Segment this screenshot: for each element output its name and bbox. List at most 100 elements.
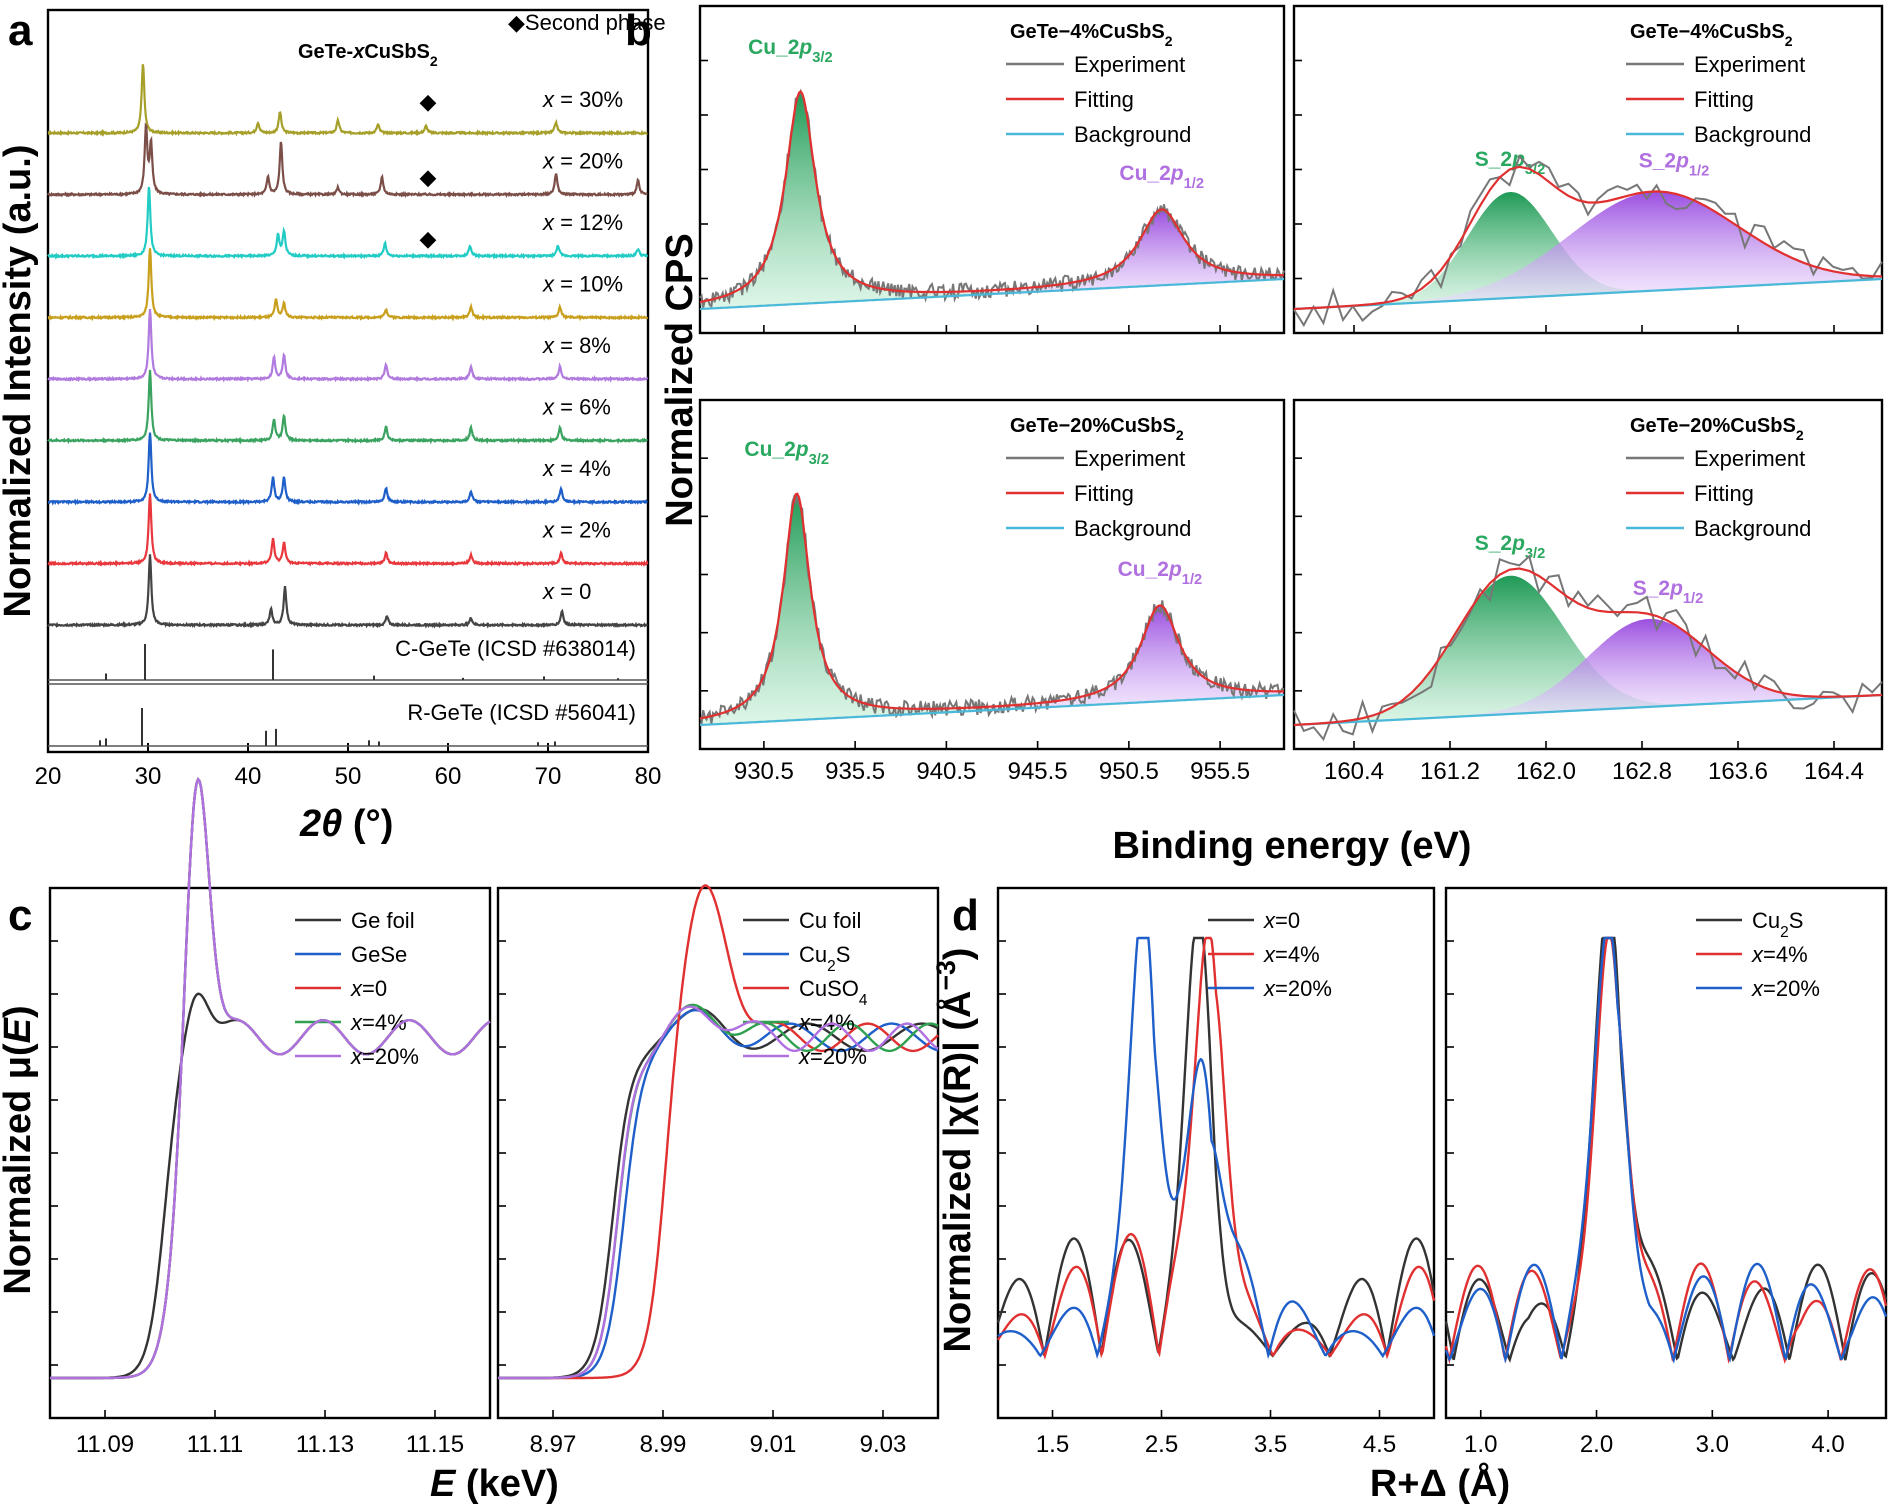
xtick-label-d: 3.5 [1254, 1431, 1287, 1458]
legend-label-d: x=4% [1751, 942, 1808, 967]
series-label-a: x = 10% [542, 272, 623, 297]
subplot-title-b: GeTe−20%CuSbS2 [1630, 415, 1804, 443]
xtick-label-d: 4.5 [1363, 1431, 1396, 1458]
xanes-line [498, 1005, 939, 1380]
subplot-b: 930.5 935.5 940.5 945.5 950.5 955.5 Cu_2p3/2 Cu… [698, 398, 1286, 785]
series-label-a: x = 0 [542, 579, 591, 604]
ylabel-d: Normalized |χ(R)| (Å−3) [931, 948, 979, 1353]
peak-label-b: S_2p3/2 [1475, 148, 1546, 178]
peak-label-b: Cu_2p3/2 [748, 36, 833, 66]
second-phase-marker: ◆ [420, 89, 437, 114]
panel-letter-a: a [8, 6, 33, 55]
xtick-label-b: 162.8 [1612, 758, 1672, 785]
second-phase-legend: ◆Second phase [508, 10, 666, 35]
xrd-series-line [47, 432, 648, 506]
xtick-label-d: 3.0 [1696, 1431, 1729, 1458]
legend-label-b: Fitting [1694, 481, 1754, 506]
xtick-label-b: 940.5 [916, 758, 976, 785]
xanes-line [498, 1003, 939, 1380]
background-line [699, 277, 1285, 311]
peak-fill-green [700, 494, 1284, 725]
ref-label-a: C-GeTe (ICSD #638014) [395, 636, 636, 661]
xrd-series-line [47, 64, 648, 137]
legend-label-b: Experiment [1694, 52, 1805, 77]
subplot-frame-c [496, 886, 940, 1420]
ylabel-b: Normalized CPS [659, 233, 701, 527]
fitting-line [1293, 567, 1883, 727]
subplot-b: 160.4 161.2 162.0 162.8 163.6 164.4 S_2p3/2 S_2… [1292, 398, 1884, 785]
xtick-label-d: 2.5 [1145, 1431, 1178, 1458]
xtick-label-c: 11.13 [296, 1431, 354, 1458]
second-phase-marker: ◆ [420, 165, 437, 190]
xanes-line [498, 1009, 939, 1380]
subplot-b: S_2p3/2 S_2p1/2 GeTe−4%CuSbS2 Experiment Fit… [1292, 4, 1884, 335]
subplot-title-b: GeTe−4%CuSbS2 [1630, 21, 1793, 49]
xanes-line [50, 776, 491, 1380]
legend-label-d: Cu2S [1752, 908, 1803, 941]
legend-label-c: CuSO4 [799, 976, 868, 1009]
xtick-label-b: 935.5 [825, 758, 885, 785]
peak-label-b: Cu_2p1/2 [1118, 558, 1203, 588]
legend-label-c: x=20% [798, 1044, 867, 1069]
experiment-line [1293, 154, 1883, 328]
series-label-a: x = 8% [542, 333, 611, 358]
series-label-a: x = 2% [542, 518, 611, 543]
fitting-line [699, 89, 1284, 304]
xtick-label-c: 9.01 [750, 1431, 797, 1458]
xlabel-c: E (keV) [430, 1463, 559, 1505]
background-line [1293, 693, 1883, 727]
xtick-label-b: 160.4 [1324, 758, 1384, 785]
series-label-a: x = 30% [542, 87, 623, 112]
xtick-label-b: 950.5 [1099, 758, 1159, 785]
peak-fill-green [700, 92, 1284, 309]
legend-label-b: Experiment [1694, 446, 1805, 471]
legend-label-c: x=0 [350, 976, 387, 1001]
xrd-series-line [47, 369, 649, 445]
xtick-label-c: 11.09 [76, 1431, 134, 1458]
xrd-series-line [47, 309, 649, 383]
xtick-label-a: 20 [35, 763, 62, 790]
xlabel-b: Binding energy (eV) [1113, 825, 1472, 867]
legend-label-d: x=0 [1263, 908, 1300, 933]
xanes-line [50, 776, 491, 1380]
ft-exafs-line [1444, 936, 1888, 1364]
xtick-label-c: 11.11 [187, 1431, 244, 1458]
legend-label-c: GeSe [351, 942, 407, 967]
xanes-line [50, 776, 491, 1380]
ylabel-a: Normalized Intensity (a.u.) [0, 145, 39, 618]
legend-label-c: Cu foil [799, 908, 861, 933]
xtick-label-d: 1.0 [1464, 1431, 1497, 1458]
series-label-a: x = 6% [542, 395, 611, 420]
legend-label-b: Fitting [1074, 481, 1134, 506]
panel-letter-d: d [952, 891, 979, 940]
legend-label-c: x=4% [350, 1010, 407, 1035]
xanes-line [50, 776, 491, 1380]
fitting-line [1293, 165, 1883, 311]
xlabel-a: 2θ (°) [299, 803, 393, 845]
xtick-label-d: 1.5 [1036, 1431, 1069, 1458]
panel-c: Normalized μ(E)E (keV)11.09 11.11 11.13 11.… [0, 776, 940, 1505]
peak-label-b: S_2p1/2 [1633, 577, 1704, 607]
xtick-label-d: 2.0 [1580, 1431, 1613, 1458]
xlabel-d: R+Δ (Å) [1370, 1461, 1510, 1505]
panel-b: Normalized CPS Binding energy (eV) Cu_2p3/… [659, 4, 1884, 867]
legend-label-c: Ge foil [351, 908, 415, 933]
xtick-label-b: 161.2 [1420, 758, 1480, 785]
panel-d: Normalized |χ(R)| (Å−3) R+Δ (Å) 1.5 2.5 3.5 4… [931, 886, 1888, 1505]
xtick-label-c: 11.15 [406, 1431, 464, 1458]
legend-label-c: Cu2S [799, 942, 850, 975]
subplot-d: 1.5 2.5 3.5 4.5 x=0 x=4% x=20% [996, 886, 1436, 1458]
legend-label-b: Fitting [1074, 87, 1134, 112]
subplot-frame-c [48, 886, 492, 1420]
legend-label-b: Background [1074, 516, 1191, 541]
legend-label-b: Background [1694, 122, 1811, 147]
legend-label-b: Background [1694, 516, 1811, 541]
xrd-series-line [47, 248, 649, 322]
ft-exafs-line [996, 936, 1436, 1358]
xtick-label-a: 40 [235, 763, 262, 790]
title-a: GeTe-xCuSbS2 [298, 41, 438, 69]
xtick-label-b: 162.0 [1516, 758, 1576, 785]
panel-a: 20 30 40 50 60 70 80 Normalized Intensity (a.u.… [0, 8, 666, 845]
